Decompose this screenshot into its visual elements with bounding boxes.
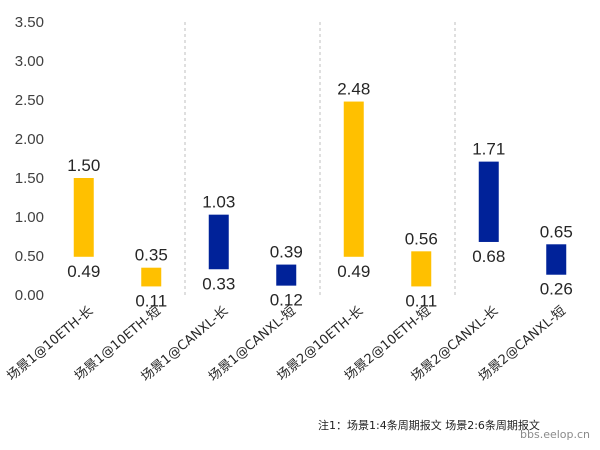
data-label-max: 0.56 — [405, 229, 438, 248]
data-label-min: 0.26 — [540, 280, 573, 299]
y-tick-label: 1.00 — [15, 209, 44, 226]
data-label-max: 0.65 — [540, 222, 573, 241]
data-label-min: 0.68 — [472, 247, 505, 266]
y-tick-label: 3.50 — [15, 14, 44, 31]
watermark-text: bbs.eelop.cn — [520, 428, 591, 441]
y-tick-label: 2.00 — [15, 131, 44, 148]
data-label-min: 0.49 — [67, 262, 100, 281]
data-label-max: 1.50 — [67, 156, 100, 175]
data-label-max: 1.03 — [202, 193, 235, 212]
data-label-min: 0.11 — [135, 291, 167, 310]
range-bar — [73, 178, 94, 257]
y-tick-label: 0.00 — [15, 287, 44, 304]
data-label-min: 0.49 — [337, 262, 370, 281]
y-tick-label: 2.50 — [15, 92, 44, 109]
range-bar — [276, 264, 297, 286]
range-bar — [411, 251, 432, 287]
y-tick-label: 3.00 — [15, 53, 44, 70]
data-label-max: 1.71 — [472, 140, 505, 159]
range-bar — [141, 267, 162, 287]
range-bar — [478, 161, 499, 242]
y-tick-label: 0.50 — [15, 248, 44, 265]
data-label-max: 2.48 — [337, 80, 370, 99]
data-label-min: 0.33 — [202, 274, 235, 293]
data-label-max: 0.39 — [270, 243, 303, 262]
range-bar — [208, 214, 229, 270]
range-bar — [343, 101, 364, 257]
data-label-min: 0.12 — [270, 291, 303, 310]
range-bar — [546, 244, 567, 275]
chart-footnote: 注1：场景1:4条周期报文 场景2:6条周期报文 — [318, 419, 540, 432]
data-label-min: 0.11 — [405, 291, 437, 310]
y-tick-label: 1.50 — [15, 170, 44, 187]
data-label-max: 0.35 — [135, 246, 168, 265]
